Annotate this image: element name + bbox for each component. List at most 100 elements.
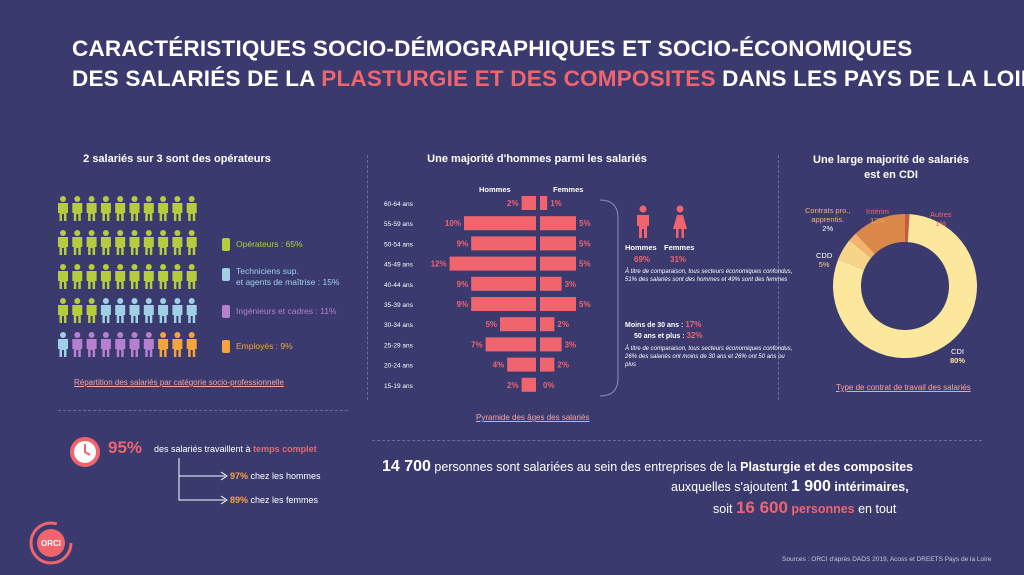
person-icon: [186, 264, 197, 289]
people-icon-grid: [58, 196, 203, 363]
value-label-femmes: 5%: [579, 219, 591, 228]
person-icon: [172, 264, 183, 289]
label-cdi: CDI 80%: [950, 347, 966, 365]
person-icon: [86, 264, 97, 289]
page-title-line1: CARACTÉRISTIQUES SOCIO-DÉMOGRAPHIQUES ET…: [72, 36, 913, 61]
man-icon: [637, 205, 649, 238]
page-title: CARACTÉRISTIQUES SOCIO-DÉMOGRAPHIQUES ET…: [72, 34, 1024, 94]
person-icon: [222, 238, 230, 251]
bracket: [599, 199, 619, 397]
bar-femmes: [540, 196, 548, 210]
bar-femmes: [540, 236, 576, 251]
donut-link[interactable]: Type de contrat de travail des salariés: [836, 383, 971, 392]
person-icon: [143, 298, 154, 323]
person-icon: [72, 264, 83, 289]
donut-title: Une large majorité de salariés est en CD…: [813, 154, 969, 181]
age-label: 45-49 ans: [384, 262, 414, 269]
totals-line2: auxquelles s'ajoutent 1 900 intérimaires…: [671, 478, 909, 495]
value-label-femmes: 2%: [557, 361, 569, 370]
person-icon: [58, 196, 68, 221]
person-icon: [100, 332, 111, 357]
person-icon: [158, 196, 169, 221]
person-icon: [143, 332, 154, 357]
value-label-hommes: 5%: [485, 320, 497, 329]
person-icon: [158, 264, 169, 289]
person-icon: [58, 332, 68, 357]
value-label-hommes: 9%: [457, 300, 469, 309]
age-label: 35-39 ans: [384, 302, 414, 309]
bar-femmes: [540, 276, 562, 291]
fulltime-text: des salariés travaillent à temps complet: [154, 444, 317, 454]
value-label-hommes: 9%: [457, 280, 469, 289]
value-label-hommes: 2%: [507, 381, 519, 390]
person-icon: [86, 196, 97, 221]
divider: [372, 440, 982, 441]
pyramid-title: Une majorité d'hommes parmi les salariés: [427, 153, 647, 165]
person-icon: [129, 264, 140, 289]
bar-femmes: [540, 337, 562, 352]
value-label-femmes: 5%: [579, 300, 591, 309]
bar-hommes: [521, 196, 536, 210]
person-icon: [72, 230, 83, 255]
hommes-value: 69%: [634, 255, 651, 264]
donut-slice: [833, 214, 977, 358]
age-label: 55-59 ans: [384, 221, 414, 228]
hommes-label: Hommes: [625, 243, 657, 252]
fulltime-hommes: 97% chez les hommes: [230, 471, 321, 481]
legend-operateurs: Opérateurs : 65%: [222, 238, 303, 251]
person-icon: [186, 332, 197, 357]
source-text: Sources : ORCI d'après DADS 2019, Acoss …: [782, 556, 992, 563]
value-label-hommes: 12%: [431, 260, 447, 269]
legend-techniciens: Techniciens sup. et agents de maîtrise : …: [222, 266, 339, 288]
person-icon: [100, 264, 111, 289]
person-icon: [72, 332, 83, 357]
bar-hommes: [471, 276, 536, 291]
value-label-femmes: 3%: [565, 280, 577, 289]
totals-line3: soit 16 600 personnes en tout: [713, 498, 897, 517]
value-label-hommes: 10%: [445, 219, 461, 228]
person-icon: [115, 196, 126, 221]
donut-slice: [849, 233, 875, 258]
plus50: 50 ans et plus : 32%: [634, 331, 703, 340]
woman-icon: [673, 205, 687, 238]
label-interim: Intérim 12%: [866, 207, 889, 225]
moins30: Moins de 30 ans : 17%: [625, 320, 702, 329]
title-highlight: PLASTURGIE ET DES COMPOSITES: [321, 66, 716, 91]
age-label: 15-19 ans: [384, 383, 414, 390]
bar-femmes: [540, 216, 576, 231]
label-contrats-pro: Contrats pro., apprentis. 2%: [805, 206, 851, 233]
pyramid-link[interactable]: Pyramide des âges des salariés: [476, 413, 590, 422]
label-cdd: CDD 5%: [816, 251, 833, 269]
age-label: 30-34 ans: [384, 322, 414, 329]
person-icon: [158, 230, 169, 255]
person-icon: [186, 298, 197, 323]
person-icon: [172, 196, 183, 221]
person-icon: [115, 230, 126, 255]
age-label: 20-24 ans: [384, 363, 414, 370]
divider: [778, 155, 779, 400]
person-icon: [86, 230, 97, 255]
person-icon: [58, 230, 68, 255]
bar-femmes: [540, 256, 576, 271]
person-icon: [172, 230, 183, 255]
person-icon: [186, 196, 197, 221]
person-icon: [129, 298, 140, 323]
femmes-label: Femmes: [664, 243, 695, 252]
person-icon: [115, 332, 126, 357]
bar-hommes: [464, 216, 536, 231]
value-label-femmes: 5%: [579, 260, 591, 269]
bar-femmes: [540, 317, 555, 332]
age-label: 60-64 ans: [384, 201, 414, 208]
legend-ingenieurs: Ingénieurs et cadres : 11%: [222, 305, 337, 318]
categories-link[interactable]: Répartition des salariés par catégorie s…: [74, 378, 284, 387]
fulltime-femmes: 89% chez les femmes: [230, 495, 319, 505]
bar-hommes: [471, 236, 536, 251]
person-icon: [86, 332, 97, 357]
bar-hommes: [500, 317, 536, 332]
femmes-value: 31%: [670, 255, 687, 264]
fulltime-arrows: [178, 458, 228, 505]
person-icon: [58, 264, 68, 289]
value-label-femmes: 2%: [557, 320, 569, 329]
bar-hommes: [471, 297, 536, 311]
bar-hommes: [507, 357, 536, 372]
